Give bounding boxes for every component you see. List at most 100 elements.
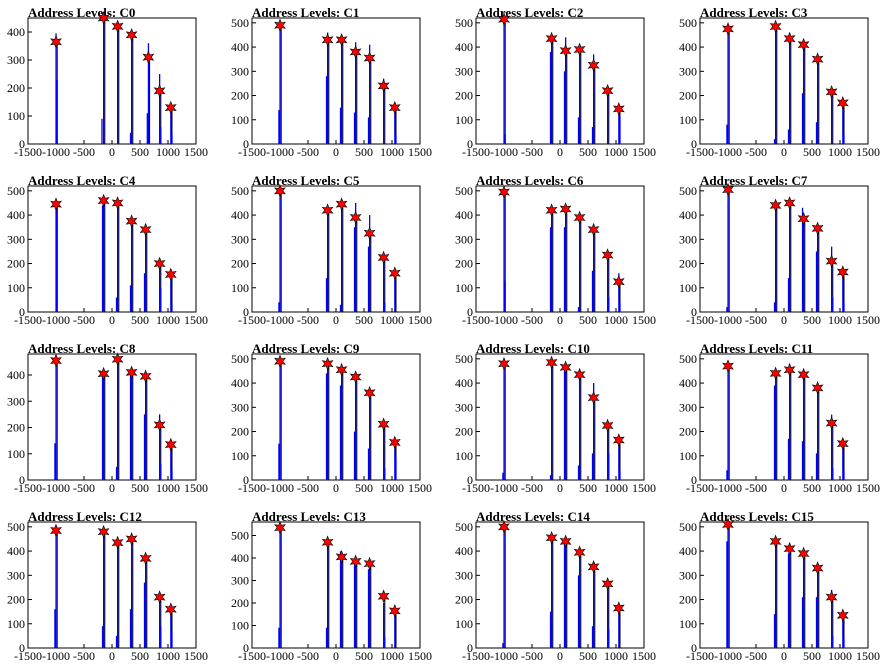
histogram-bar <box>325 278 328 312</box>
histogram-bar <box>502 643 504 648</box>
histogram-bar <box>55 360 57 480</box>
histogram-bar <box>394 273 396 312</box>
peak-star-marker <box>50 197 62 211</box>
x-tick-label: 1000 <box>156 649 180 663</box>
y-tick-label: 100 <box>679 449 697 463</box>
x-tick-label: -1000 <box>266 313 294 327</box>
peak-star-marker <box>349 210 362 225</box>
y-tick-label: 400 <box>7 544 25 558</box>
y-tick-label: 500 <box>231 352 249 366</box>
y-tick-label: 300 <box>231 574 249 588</box>
peak-star-marker <box>722 517 734 532</box>
histogram-bar <box>773 614 776 648</box>
histogram-bar <box>565 541 567 648</box>
x-tick-label: 1500 <box>408 649 432 663</box>
histogram-bar <box>842 443 844 480</box>
histogram-bar <box>339 385 342 480</box>
histogram-bar <box>618 609 620 648</box>
histogram-bar <box>607 253 609 312</box>
chart-title: Address Levels: C1 <box>252 5 360 20</box>
peak-star-marker <box>363 556 376 571</box>
histogram-bar <box>131 217 133 312</box>
x-tick-label: 0 <box>557 481 563 495</box>
peak-star-marker <box>811 221 824 236</box>
histogram-bar <box>369 562 371 648</box>
y-tick-label: 0 <box>19 305 25 319</box>
histogram-bar <box>726 124 728 144</box>
peak-star-marker <box>321 203 334 218</box>
chart-panel: Address Levels: C11 0 100 200 300 400 500 -1500… <box>672 336 896 504</box>
y-tick-label: 400 <box>679 376 697 390</box>
histogram-bar <box>504 134 506 144</box>
y-tick-label: 500 <box>679 184 697 198</box>
x-tick-label: -1000 <box>266 649 294 663</box>
peak-star-marker <box>587 222 600 237</box>
chart-title: Address Levels: C6 <box>476 173 584 188</box>
histogram-bar <box>593 227 595 312</box>
histogram-bar <box>101 375 104 480</box>
x-tick-label: 500 <box>579 481 597 495</box>
histogram-bar <box>619 302 621 312</box>
histogram-bar <box>394 105 396 144</box>
y-tick-label: 100 <box>455 113 473 127</box>
peak-star-marker <box>97 524 110 539</box>
x-tick-label: 500 <box>355 145 373 159</box>
x-tick-label: -1500 <box>462 649 490 663</box>
peak-star-marker <box>769 198 782 213</box>
histogram-bar <box>831 414 833 480</box>
chart-panel: Address Levels: C2 0 100 200 300 400 500 -1500-… <box>448 0 672 168</box>
peak-star-marker <box>50 353 62 368</box>
x-tick-label: 1000 <box>156 145 180 159</box>
x-tick-label: -500 <box>521 481 543 495</box>
histogram-bar <box>278 302 280 312</box>
histogram-bar <box>115 297 118 312</box>
x-tick-label: -1500 <box>462 313 490 327</box>
chart-plot: 0 100 200 300 400 500 -1500 -1000 -500 0 500 1000 15… <box>7 184 208 327</box>
x-tick-label: -500 <box>521 649 543 663</box>
histogram-bar <box>101 118 103 144</box>
y-tick-label: 200 <box>7 421 25 435</box>
y-tick-label: 100 <box>231 619 249 633</box>
y-tick-label: 300 <box>455 568 473 582</box>
y-tick-label: 0 <box>691 641 697 655</box>
y-tick-label: 400 <box>231 208 249 222</box>
histogram-bar <box>618 105 620 144</box>
x-tick-label: -1000 <box>714 145 742 159</box>
histogram-bar <box>367 448 370 480</box>
histogram-bar <box>551 536 553 648</box>
histogram-bar <box>115 466 118 480</box>
chart-plot: 0 100 200 300 400 500 -1500 -1000 -500 0 500 1000 15… <box>7 520 208 663</box>
histogram-bar <box>842 270 844 312</box>
histogram-bar <box>775 541 777 648</box>
histogram-bar <box>565 37 567 145</box>
x-tick-label: -1500 <box>238 313 266 327</box>
histogram-bar <box>607 424 609 480</box>
peak-star-marker <box>335 32 348 47</box>
y-tick-label: 300 <box>455 232 473 246</box>
y-tick-label: 500 <box>679 520 697 534</box>
peak-star-marker <box>111 19 124 34</box>
peak-star-marker <box>825 254 838 268</box>
x-tick-label: -1500 <box>686 649 714 663</box>
x-tick-label: 1500 <box>184 313 208 327</box>
chart-plot: 0 100 200 300 400 500 -1500 -1000 -500 0 500 1000 15… <box>455 12 656 159</box>
histogram-bar <box>56 205 58 312</box>
x-tick-label: -1500 <box>462 145 490 159</box>
y-tick-label: 300 <box>231 64 249 78</box>
chart-plot: 0 100 200 300 400 500 -1500 -1000 -500 0 500 1000 15… <box>679 517 880 663</box>
peak-star-marker <box>573 367 586 382</box>
chart-panel: Address Levels: C15 0 100 200 300 400 500 -1500… <box>672 504 896 672</box>
histogram-bar <box>279 526 281 648</box>
histogram-bar <box>146 113 148 144</box>
x-tick-label: 500 <box>579 313 597 327</box>
x-tick-label: 0 <box>109 649 115 663</box>
histogram-bar <box>355 378 357 480</box>
histogram-bar <box>327 363 329 480</box>
histogram-bar <box>843 638 845 648</box>
x-tick-label: 0 <box>333 313 339 327</box>
y-tick-label: 100 <box>455 449 473 463</box>
chart-title: Address Levels: C4 <box>28 173 136 188</box>
x-tick-label: -1500 <box>686 313 714 327</box>
chart-plot: 0 100 200 300 400 500 -1500 -1000 -500 0 500 1000 15… <box>679 182 880 327</box>
histogram-bar <box>55 33 57 144</box>
